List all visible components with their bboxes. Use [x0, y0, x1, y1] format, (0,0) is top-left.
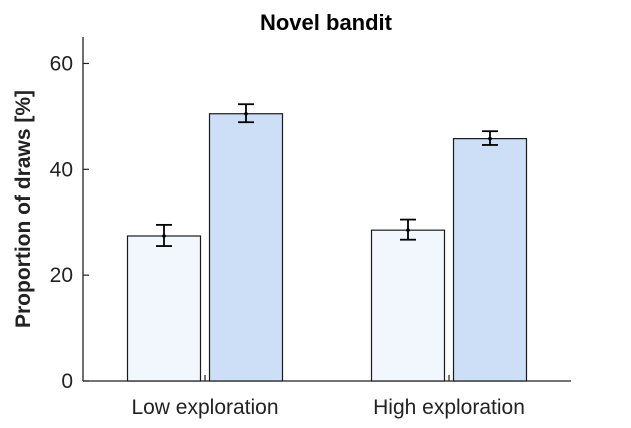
y-tick-label: 0: [61, 370, 73, 393]
y-tick-label: 20: [50, 264, 73, 287]
y-axis-label: Proportion of draws [%]: [12, 90, 35, 328]
plot-area: 0 20 40 60 Low exploration High exploration: [50, 37, 571, 419]
error-center-dot: [244, 111, 248, 116]
chart-title: Novel bandit: [260, 10, 393, 35]
x-tick-label: High exploration: [373, 396, 525, 419]
y-tick-label: 60: [50, 52, 73, 75]
bar: [126, 235, 202, 382]
bar: [370, 229, 446, 382]
error-center-dot: [162, 234, 166, 238]
error-center-dot: [488, 136, 492, 141]
y-tick-label: 40: [50, 158, 73, 181]
bar: [452, 138, 528, 382]
x-tick-label: Low exploration: [131, 396, 278, 419]
bar: [208, 113, 284, 382]
error-center-dot: [406, 228, 410, 232]
